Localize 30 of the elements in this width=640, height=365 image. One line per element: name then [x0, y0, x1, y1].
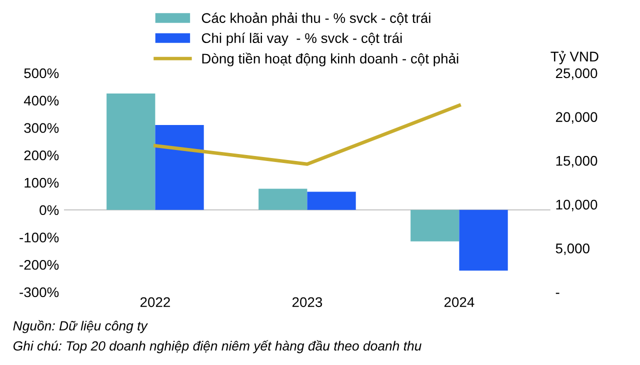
- bar: [155, 125, 204, 210]
- x-tick-label: 2023: [292, 297, 322, 308]
- y2-axis-title: Tỷ VND: [550, 50, 598, 64]
- y-tick-label: 500%: [24, 68, 59, 78]
- legend-label: Chi phí lãi vay - % svck - cột trái: [202, 32, 402, 46]
- y2-tick-label: 10,000: [556, 200, 598, 212]
- legend-label: Các khoản phải thu - % svck - cột trái: [202, 12, 430, 26]
- y-tick-label: -200%: [20, 260, 59, 270]
- y2-tick-label: 5,000: [556, 244, 590, 256]
- y-tick-label: 200%: [24, 150, 59, 160]
- y2-tick-label: 15,000: [556, 156, 598, 168]
- y-tick-label: 400%: [24, 96, 59, 106]
- y2-tick-label: -: [556, 292, 560, 294]
- bar: [106, 94, 156, 210]
- y2-tick-label: 20,000: [556, 112, 598, 124]
- y2-tick-label: 25,000: [556, 68, 598, 80]
- bar: [459, 210, 508, 271]
- y-tick-label: -100%: [20, 232, 59, 242]
- text: Nguồn: Dữ liệu công ty: [13, 320, 148, 334]
- y-tick-label: 100%: [24, 178, 59, 188]
- y-tick-label: 0%: [40, 205, 59, 216]
- bar: [410, 210, 460, 242]
- x-tick-label: 2024: [444, 297, 474, 308]
- bar: [258, 188, 308, 210]
- y-tick-label: 300%: [24, 123, 59, 133]
- bar: [307, 192, 356, 210]
- y-tick-label: -300%: [20, 287, 59, 298]
- text: Ghi chú: Top 20 doanh nghiệp điện niêm yết hàng đầu theo doanh thu: [13, 340, 422, 354]
- legend-label: Dòng tiền hoạt động kinh doanh - cột phải: [202, 52, 458, 66]
- x-tick-label: 2022: [140, 297, 170, 308]
